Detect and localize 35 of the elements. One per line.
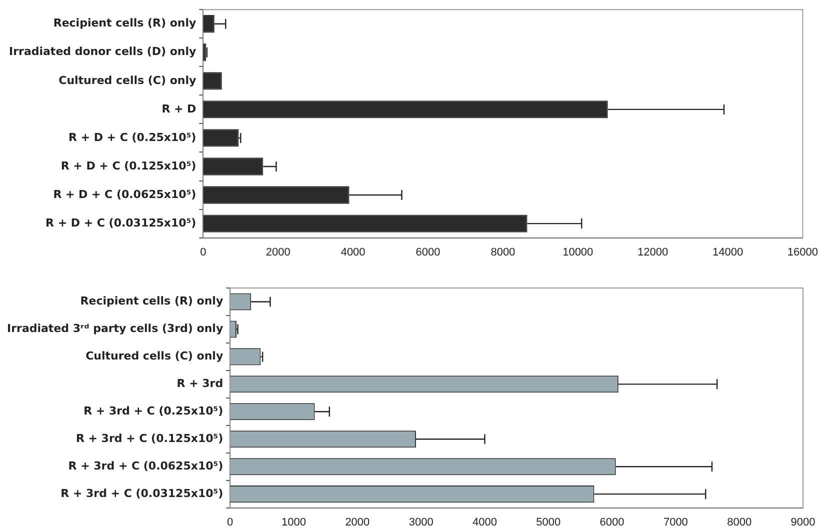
y-tick-label: Cultured cells (C) only bbox=[58, 74, 196, 87]
y-tick-label: R + D + C (0.03125x10⁵) bbox=[46, 216, 196, 230]
x-tick-label: 2000 bbox=[345, 516, 370, 528]
y-tick-label: Irradiated donor cells (D) only bbox=[9, 45, 196, 58]
x-tick-label: 8000 bbox=[490, 246, 516, 258]
x-tick-label: 2000 bbox=[266, 246, 290, 258]
y-tick-label: Cultured cells (C) only bbox=[86, 350, 224, 363]
y-tick-label: R + D + C (0.0625x10⁵) bbox=[53, 188, 196, 201]
x-tick-label: 5000 bbox=[536, 516, 561, 528]
x-tick-label: 16000 bbox=[787, 246, 818, 258]
x-tick-label: 1000 bbox=[282, 516, 306, 528]
x-tick-label: 8000 bbox=[727, 516, 752, 528]
x-tick-label: 12000 bbox=[638, 246, 668, 258]
x-tick-label: 10000 bbox=[562, 246, 594, 258]
x-tick-label: 9000 bbox=[790, 516, 816, 528]
y-tick-label: R + 3rd + C (0.03125x10⁵) bbox=[60, 486, 224, 500]
y-tick-label: Irradiated 3ʳᵈ party cells (3rd) only bbox=[6, 322, 224, 336]
x-tick-label: 0 bbox=[227, 516, 234, 528]
x-tick-label: 4000 bbox=[340, 246, 366, 258]
y-tick-label: R + 3rd bbox=[176, 377, 224, 390]
y-tick-label: Recipient cells (R) only bbox=[80, 294, 224, 308]
y-tick-label: R + 3rd + C (0.0625x10⁵) bbox=[68, 459, 224, 472]
x-tick-label: 6000 bbox=[416, 246, 440, 258]
x-tick-label: 3000 bbox=[408, 516, 434, 528]
y-tick-label: R + D bbox=[162, 102, 196, 116]
y-tick-label: R + 3rd + C (0.25x10⁵) bbox=[84, 404, 224, 418]
y-tick-label: R + D + C (0.125x10⁵) bbox=[60, 159, 196, 172]
y-tick-label: R + 3rd + C (0.125x10⁵) bbox=[76, 432, 224, 445]
x-tick-label: 6000 bbox=[600, 516, 624, 528]
x-tick-label: 14000 bbox=[712, 246, 744, 258]
x-tick-label: 7000 bbox=[663, 516, 688, 528]
y-tick-label: R + D + C (0.25x10⁵) bbox=[68, 130, 196, 144]
x-tick-label: 0 bbox=[200, 246, 206, 258]
y-tick-label: Recipient cells (R) only bbox=[53, 16, 196, 30]
x-tick-label: 4000 bbox=[472, 516, 497, 528]
